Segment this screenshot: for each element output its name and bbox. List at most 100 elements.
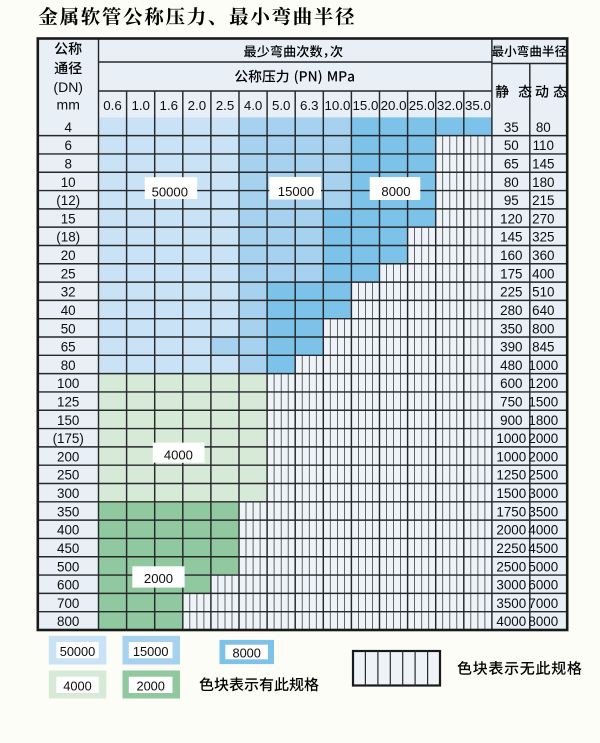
- svg-text:120: 120: [500, 211, 522, 226]
- svg-text:125: 125: [57, 395, 79, 410]
- svg-text:800: 800: [532, 321, 554, 336]
- svg-text:1250: 1250: [496, 468, 526, 483]
- svg-text:8: 8: [64, 157, 71, 172]
- svg-text:1000: 1000: [528, 358, 558, 373]
- svg-text:250: 250: [57, 468, 79, 483]
- svg-text:32.0: 32.0: [437, 98, 463, 113]
- svg-text:5.0: 5.0: [272, 98, 291, 113]
- svg-text:3500: 3500: [496, 596, 526, 611]
- svg-text:15000: 15000: [278, 184, 314, 199]
- svg-text:1500: 1500: [496, 486, 526, 501]
- svg-text:50: 50: [61, 321, 76, 336]
- svg-text:600: 600: [500, 376, 522, 391]
- svg-text:750: 750: [500, 395, 522, 410]
- svg-text:2000: 2000: [528, 431, 558, 446]
- svg-text:200: 200: [57, 449, 79, 464]
- svg-text:280: 280: [500, 303, 522, 318]
- svg-text:8000: 8000: [381, 184, 410, 199]
- svg-text:800: 800: [57, 614, 79, 629]
- svg-text:270: 270: [532, 211, 554, 226]
- svg-text:10: 10: [61, 175, 76, 190]
- svg-text:40: 40: [61, 303, 76, 318]
- svg-text:150: 150: [57, 413, 79, 428]
- svg-text:1200: 1200: [528, 376, 558, 391]
- svg-text:360: 360: [532, 248, 554, 263]
- svg-text:10.0: 10.0: [324, 98, 350, 113]
- svg-text:50000: 50000: [152, 184, 188, 199]
- svg-text:500: 500: [57, 559, 79, 574]
- svg-text:65: 65: [504, 157, 519, 172]
- svg-text:1.6: 1.6: [160, 98, 179, 113]
- svg-text:1750: 1750: [496, 504, 526, 519]
- svg-text:145: 145: [500, 230, 522, 245]
- svg-text:4500: 4500: [528, 541, 558, 556]
- svg-text:2.5: 2.5: [216, 98, 235, 113]
- svg-text:145: 145: [532, 157, 554, 172]
- svg-text:65: 65: [61, 340, 76, 355]
- svg-text:180: 180: [532, 175, 554, 190]
- svg-text:7000: 7000: [528, 596, 558, 611]
- svg-text:35: 35: [504, 120, 519, 135]
- svg-text:mm: mm: [57, 97, 80, 113]
- svg-text:35.0: 35.0: [465, 98, 491, 113]
- svg-text:5000: 5000: [528, 559, 558, 574]
- svg-text:25: 25: [61, 266, 76, 281]
- svg-text:350: 350: [57, 504, 79, 519]
- svg-text:6000: 6000: [528, 578, 558, 593]
- svg-text:15000: 15000: [133, 644, 169, 659]
- svg-text:6.3: 6.3: [300, 98, 319, 113]
- svg-text:(18): (18): [56, 230, 80, 245]
- svg-text:2000: 2000: [496, 523, 526, 538]
- svg-text:80: 80: [61, 358, 76, 373]
- svg-text:4000: 4000: [63, 679, 91, 694]
- svg-text:80: 80: [504, 175, 519, 190]
- svg-text:1500: 1500: [528, 395, 558, 410]
- svg-text:32: 32: [61, 285, 76, 300]
- svg-text:4000: 4000: [496, 614, 526, 629]
- svg-text:20: 20: [61, 248, 76, 263]
- svg-text:4: 4: [64, 120, 72, 135]
- svg-text:2000: 2000: [136, 679, 164, 694]
- svg-text:1000: 1000: [496, 431, 526, 446]
- svg-text:100: 100: [57, 376, 79, 391]
- svg-text:225: 225: [500, 285, 522, 300]
- svg-text:4000: 4000: [528, 523, 558, 538]
- svg-text:2000: 2000: [144, 571, 173, 586]
- svg-text:390: 390: [500, 340, 522, 355]
- svg-text:450: 450: [57, 541, 79, 556]
- svg-text:845: 845: [532, 340, 554, 355]
- svg-text:400: 400: [532, 266, 554, 281]
- svg-text:95: 95: [504, 193, 519, 208]
- svg-text:15: 15: [61, 211, 76, 226]
- svg-text:50: 50: [504, 138, 519, 153]
- svg-text:110: 110: [533, 138, 554, 153]
- svg-text:0.6: 0.6: [103, 98, 122, 113]
- svg-text:300: 300: [57, 486, 79, 501]
- svg-text:15.0: 15.0: [352, 98, 378, 113]
- svg-text:175: 175: [500, 266, 522, 281]
- svg-text:20.0: 20.0: [381, 98, 407, 113]
- svg-text:2.0: 2.0: [188, 98, 207, 113]
- svg-text:480: 480: [500, 358, 522, 373]
- svg-text:50000: 50000: [60, 644, 96, 659]
- svg-text:2500: 2500: [528, 468, 558, 483]
- svg-text:160: 160: [500, 248, 522, 263]
- svg-text:80: 80: [536, 120, 551, 135]
- svg-text:3000: 3000: [496, 578, 526, 593]
- svg-text:6: 6: [64, 138, 71, 153]
- svg-text:2500: 2500: [496, 559, 526, 574]
- svg-text:1800: 1800: [528, 413, 558, 428]
- svg-text:400: 400: [57, 523, 79, 538]
- svg-text:700: 700: [57, 596, 79, 611]
- svg-text:215: 215: [532, 193, 554, 208]
- svg-text:(12): (12): [56, 193, 80, 208]
- svg-text:8000: 8000: [528, 614, 558, 629]
- svg-text:1.0: 1.0: [131, 98, 150, 113]
- svg-text:510: 510: [532, 285, 554, 300]
- svg-text:2000: 2000: [528, 449, 558, 464]
- svg-text:900: 900: [500, 413, 522, 428]
- svg-text:600: 600: [57, 578, 79, 593]
- svg-text:(DN): (DN): [53, 79, 83, 95]
- svg-text:4000: 4000: [164, 447, 193, 462]
- svg-text:325: 325: [532, 230, 554, 245]
